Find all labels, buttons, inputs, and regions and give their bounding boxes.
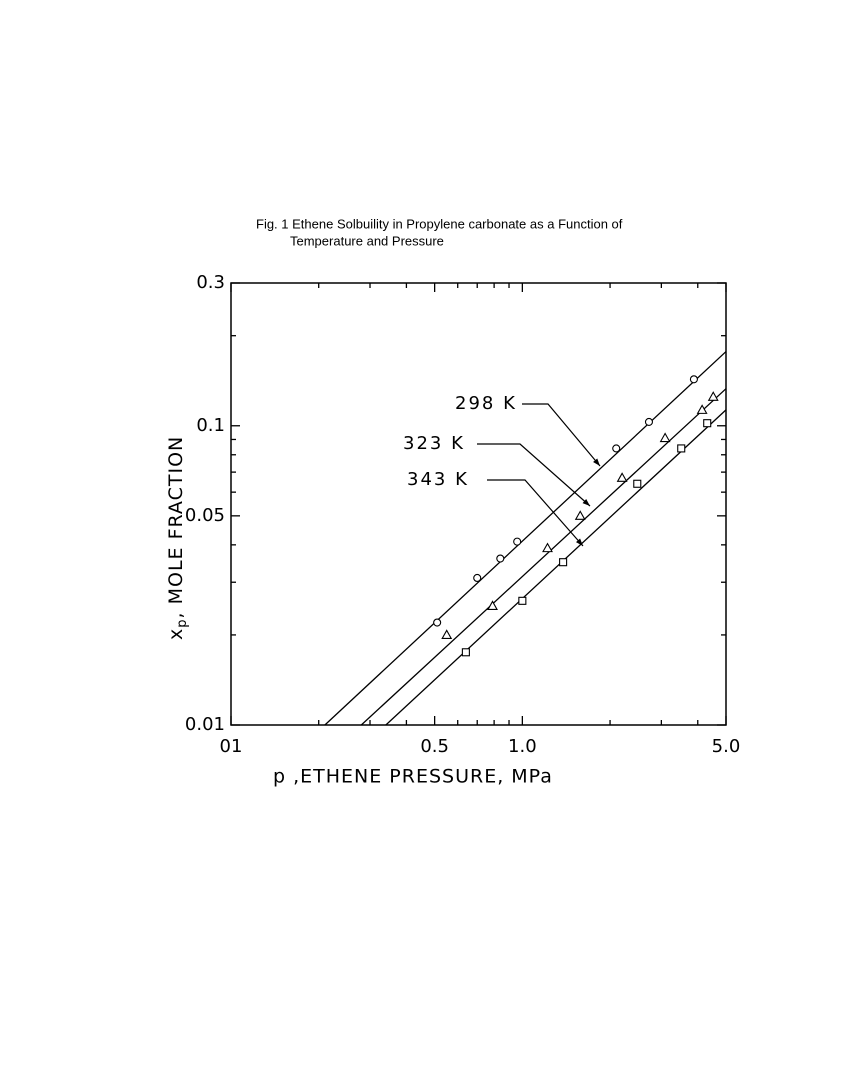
y-tick-label: 0.3 [196, 272, 225, 293]
x-tick-label: 01 [220, 736, 243, 757]
data-point [633, 479, 642, 488]
x-tick-label: 0.5 [420, 736, 449, 757]
data-point [461, 648, 470, 657]
x-tick-label: 1.0 [508, 736, 537, 757]
data-point [441, 629, 453, 639]
data-point [574, 510, 586, 520]
y-tick-label: 0.1 [196, 415, 225, 436]
data-point [496, 554, 505, 563]
data-point [696, 404, 708, 414]
y-axis-label: xp, MOLE FRACTION [165, 436, 190, 640]
fit-line [385, 409, 727, 726]
y-tick-label: 0.05 [185, 505, 225, 526]
arrow-head [582, 498, 590, 506]
data-point [707, 391, 719, 401]
chart-title: Temperature and Pressure [290, 233, 444, 248]
y-label-text: , MOLE FRACTION [165, 436, 187, 619]
data-point [487, 600, 498, 610]
x-axis-label: p ,ETHENE PRESSURE, MPa [273, 766, 553, 788]
data-point [612, 444, 621, 453]
plot-frame [230, 282, 727, 726]
arrow-head [575, 538, 583, 546]
data-point [518, 596, 527, 605]
y-label-symbol: x [165, 628, 187, 640]
leader-line [522, 403, 601, 467]
y-tick-label: 0.01 [185, 714, 225, 735]
data-point [559, 558, 568, 567]
data-point [659, 432, 671, 443]
data-point [644, 417, 654, 426]
y-label-subscript: p [175, 618, 190, 627]
leader-line [487, 479, 584, 547]
legend-label: 323 K [403, 433, 465, 454]
legend-label: 298 K [455, 393, 517, 414]
fit-line [360, 388, 727, 726]
data-point [513, 537, 522, 546]
data-point [542, 542, 553, 553]
data-point [677, 444, 686, 453]
data-point [616, 472, 628, 482]
fit-line [324, 351, 727, 726]
data-point [703, 419, 712, 428]
leader-line [477, 443, 591, 507]
legend-label: 343 K [407, 469, 469, 490]
data-point [689, 375, 698, 384]
arrow-head [593, 458, 600, 466]
x-tick-label: 5.0 [712, 736, 741, 757]
data-point [473, 573, 482, 583]
chart-title: Fig. 1 Ethene Solbuility in Propylene ca… [256, 216, 623, 231]
data-point [433, 618, 442, 627]
